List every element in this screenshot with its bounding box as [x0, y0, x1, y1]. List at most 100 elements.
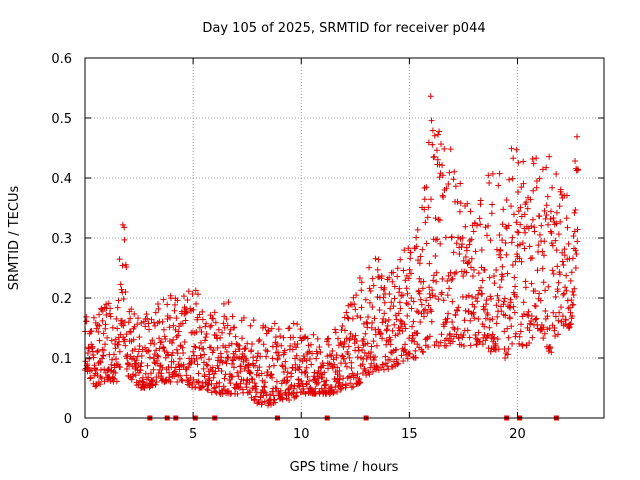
data-point: [285, 386, 292, 393]
data-point: [126, 361, 133, 368]
data-point: [257, 353, 264, 360]
data-point: [251, 396, 258, 403]
data-point: [542, 287, 549, 294]
data-point: [361, 349, 368, 356]
data-point: [519, 240, 526, 247]
data-point: [203, 320, 210, 327]
data-point: [489, 316, 496, 323]
data-point: [288, 370, 295, 377]
data-point: [247, 389, 254, 396]
axis-ticks: [84, 57, 604, 419]
data-point: [90, 351, 97, 358]
data-point: [174, 332, 181, 339]
data-point: [534, 267, 541, 274]
data-point: [437, 339, 444, 346]
data-point: [436, 217, 443, 224]
data-point: [563, 215, 570, 222]
data-point: [458, 341, 465, 348]
data-point: [198, 384, 205, 391]
data-point: [481, 323, 488, 330]
data-point: [172, 301, 179, 308]
data-point: [500, 298, 507, 305]
data-point: [363, 319, 370, 326]
data-point: [468, 255, 475, 262]
data-point: [320, 362, 327, 369]
data-point: [90, 354, 97, 361]
data-point: [414, 330, 421, 337]
data-point: [250, 354, 257, 361]
data-point: [166, 324, 173, 331]
data-point: [513, 219, 520, 226]
data-point: [409, 323, 416, 330]
data-point: [572, 264, 579, 271]
data-point: [516, 333, 523, 340]
data-point: [549, 242, 556, 249]
data-point: [334, 364, 341, 371]
data-point: [259, 399, 266, 406]
data-point: [491, 280, 498, 287]
data-point: [343, 309, 350, 316]
data-point: [216, 379, 223, 386]
data-point: [116, 256, 123, 263]
data-point: [456, 208, 463, 215]
data-point: [487, 348, 494, 355]
data-point: [391, 321, 398, 328]
data-point: [444, 292, 451, 299]
data-point: [130, 371, 137, 378]
data-point: [202, 334, 209, 341]
data-point: [347, 380, 354, 387]
data-point: [155, 353, 162, 360]
data-point: [552, 237, 559, 244]
data-point: [121, 236, 128, 243]
data-point: [213, 332, 220, 339]
data-point: [311, 369, 318, 376]
data-point: [569, 313, 576, 320]
data-point: [237, 363, 244, 370]
data-point: [547, 215, 554, 222]
data-point: [171, 368, 178, 375]
data-point: [519, 341, 526, 348]
data-point: [256, 336, 263, 343]
data-point: [230, 357, 237, 364]
data-point: [311, 376, 318, 383]
data-point: [359, 347, 366, 354]
data-point: [409, 335, 416, 342]
data-point: [475, 291, 482, 298]
data-point: [570, 301, 577, 308]
x-tick-label: 15: [401, 427, 418, 442]
data-point: [324, 336, 331, 343]
data-point: [223, 315, 230, 322]
data-point: [355, 347, 362, 354]
data-point: [556, 309, 563, 316]
data-point: [354, 354, 361, 361]
data-point: [527, 196, 534, 203]
data-point: [178, 376, 185, 383]
data-point: [303, 381, 310, 388]
data-point: [528, 313, 535, 320]
data-point: [549, 267, 556, 274]
data-point: [194, 361, 201, 368]
data-point: [515, 159, 522, 166]
data-point: [417, 296, 424, 303]
data-point: [366, 299, 373, 306]
data-point: [170, 336, 177, 343]
data-point: [256, 364, 263, 371]
data-point: [94, 347, 101, 354]
data-point: [502, 312, 509, 319]
data-point: [322, 381, 329, 388]
chart-title: Day 105 of 2025, SRMTID for receiver p04…: [202, 21, 485, 36]
data-point: [179, 377, 186, 384]
data-point: [404, 355, 411, 362]
data-point: [279, 396, 286, 403]
data-point: [446, 285, 453, 292]
data-point: [567, 277, 574, 284]
data-point: [526, 327, 533, 334]
data-point: [196, 311, 203, 318]
data-point: [380, 366, 387, 373]
data-point: [465, 292, 472, 299]
data-point: [536, 213, 543, 220]
data-point: [422, 306, 429, 313]
data-point: [471, 303, 478, 310]
data-point: [354, 371, 361, 378]
data-point: [149, 337, 156, 344]
